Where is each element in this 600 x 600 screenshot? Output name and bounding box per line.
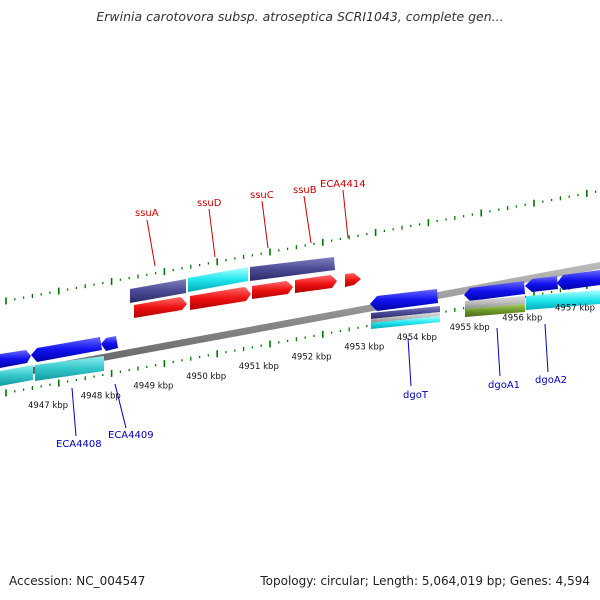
- leader-dgoT: [407, 337, 412, 387]
- leader-ECA4414: [342, 189, 349, 239]
- scale-label: 4957 kbp: [555, 304, 595, 314]
- gene-dgoA1-olive[interactable]: [465, 304, 525, 317]
- scale-label: 4952 kbp: [292, 352, 332, 362]
- label-dgoA1[interactable]: dgoA1: [488, 380, 520, 391]
- leader-ssuD: [208, 208, 216, 258]
- forward-scale-ticks: [5, 189, 597, 305]
- label-dgoT[interactable]: dgoT: [403, 390, 429, 401]
- label-ECA4409[interactable]: ECA4409: [108, 430, 154, 441]
- scale-label: 4954 kbp: [397, 333, 437, 343]
- gene-ECA4409-teal[interactable]: [35, 356, 104, 381]
- forward-strand-genes: [130, 257, 361, 318]
- gene-ssuC[interactable]: [252, 281, 293, 299]
- leader-dgoA1: [496, 327, 501, 377]
- gene-ECA4408-teal[interactable]: [0, 365, 33, 386]
- gene-dgoT[interactable]: [370, 289, 438, 311]
- genome-backbone: [0, 262, 600, 380]
- map-title: Erwinia carotovora subsp. atroseptica SC…: [96, 9, 504, 24]
- scale-labels: 4947 kbp 4948 kbp 4949 kbp 4950 kbp 4951 kbp…: [28, 304, 595, 412]
- scale-label: 4951 kbp: [239, 362, 279, 372]
- gene-ECA4414[interactable]: [345, 273, 361, 287]
- label-ssuD[interactable]: ssuD: [197, 198, 222, 209]
- leader-ssuC: [261, 200, 269, 249]
- gene-ssuD-cyan[interactable]: [188, 267, 248, 292]
- gene-dgoT-stack-grey[interactable]: [371, 312, 440, 323]
- leader-ECA4408: [71, 387, 77, 437]
- gene-dgoD[interactable]: [557, 270, 600, 290]
- gene-ssuC-navy[interactable]: [250, 257, 335, 281]
- scale-label: 4948 kbp: [81, 391, 121, 401]
- label-ECA4414[interactable]: ECA4414: [320, 179, 366, 190]
- gene-dgoA2-cyan[interactable]: [526, 290, 600, 310]
- label-ssuA[interactable]: ssuA: [135, 208, 159, 219]
- label-dgoA2[interactable]: dgoA2: [535, 375, 567, 386]
- genome-summary-text: Topology: circular; Length: 5,064,019 bp…: [260, 574, 590, 588]
- scale-label: 4950 kbp: [186, 372, 226, 382]
- label-ssuC[interactable]: ssuC: [250, 190, 274, 201]
- scale-label: 4947 kbp: [28, 401, 68, 411]
- gene-ssuD[interactable]: [190, 287, 251, 310]
- reverse-strand-genes: [0, 270, 600, 386]
- gene-ssuA[interactable]: [134, 297, 187, 318]
- scale-label: 4949 kbp: [133, 382, 173, 392]
- scale-label: 4955 kbp: [450, 323, 490, 333]
- gene-dgoT-stack-cyan[interactable]: [371, 316, 440, 329]
- forward-gene-labels: ssuA ssuD ssuC ssuB ECA4414: [135, 179, 366, 267]
- gene-ECA4409[interactable]: [101, 336, 118, 351]
- label-ECA4408[interactable]: ECA4408: [56, 439, 102, 450]
- reverse-gene-labels: ECA4408 ECA4409 dgoT dgoA1 dgoA2: [56, 323, 567, 450]
- leader-ssuA: [146, 219, 156, 267]
- gene-dgoT-stack-navy[interactable]: [371, 306, 440, 319]
- leader-ECA4409: [114, 383, 127, 429]
- gene-dgoA1-grey[interactable]: [465, 296, 525, 309]
- gene-dgoA2[interactable]: [525, 276, 558, 292]
- gene-ssuA-navy[interactable]: [130, 279, 186, 303]
- accession-text: Accession: NC_004547: [9, 574, 146, 588]
- gene-dgoA1[interactable]: [464, 281, 525, 301]
- gene-ECA4407[interactable]: [0, 350, 31, 368]
- label-ssuB[interactable]: ssuB: [293, 185, 317, 196]
- scale-label: 4953 kbp: [344, 343, 384, 353]
- scale-label: 4956 kbp: [502, 313, 542, 323]
- gene-ECA4408[interactable]: [31, 337, 102, 362]
- leader-dgoA2: [544, 323, 549, 373]
- leader-ssuB: [303, 195, 312, 244]
- gene-ssuB[interactable]: [295, 275, 337, 293]
